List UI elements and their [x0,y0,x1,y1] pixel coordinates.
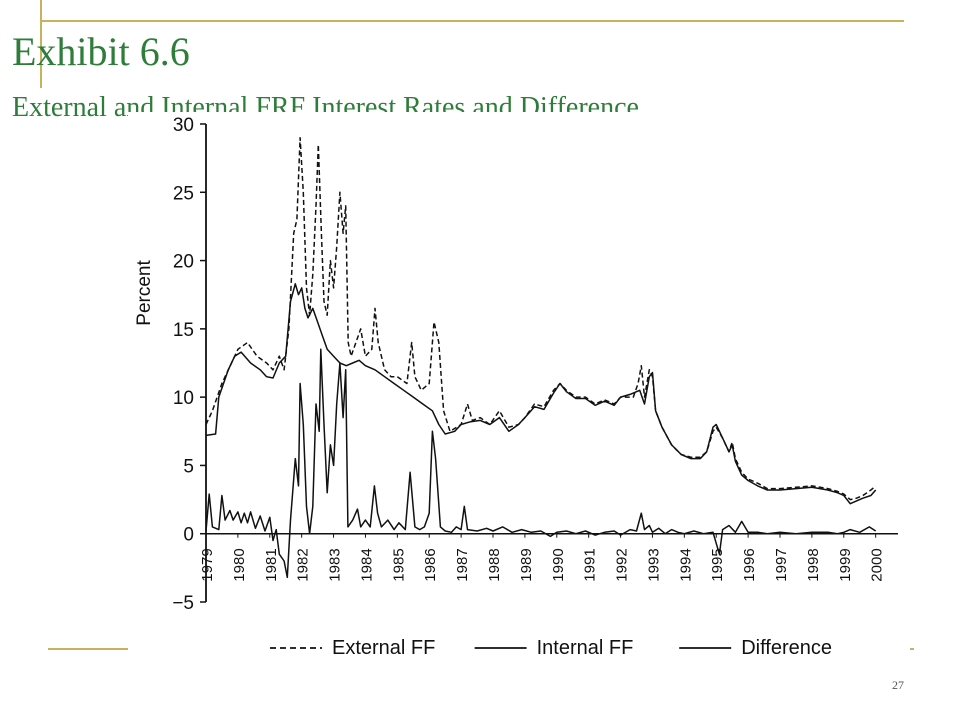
x-tick-label: 1983 [327,548,344,581]
x-tick-label: 1989 [518,548,535,581]
series-line-external-ff [205,136,877,501]
y-tick-label: 5 [183,456,194,477]
x-tick-label: 2000 [869,548,886,581]
x-tick-label: 1984 [358,548,375,581]
x-tick-label: 1982 [295,548,312,581]
x-tick-label: 1985 [390,548,407,581]
x-tick-label: 1979 [199,548,216,581]
y-tick-label: 0 [183,525,194,546]
x-tick-label: 1987 [454,548,471,581]
top-gold-rule [40,20,904,22]
y-tick-label: 20 [173,252,194,273]
x-tick-label: 1986 [422,548,439,581]
y-axis-label: Percent [134,260,155,326]
x-tick-label: 1998 [805,548,822,581]
bottom-gold-rule-left [48,648,128,650]
x-tick-label: 1988 [486,548,503,581]
x-tick-label: 1981 [263,548,280,581]
x-tick-label: 1980 [231,548,248,581]
y-tick-label: 10 [173,388,194,409]
legend-label: External FF [332,637,435,659]
legend-label: Difference [741,637,832,659]
y-tick-label: −5 [172,593,194,614]
x-tick-label: 1999 [837,548,854,581]
series-layer [205,136,877,579]
series-line-internal-ff [205,283,877,505]
axes-layer: 30 25 20 15 10 5 0 −5 Percent 1979 1980 1981 1982 198… [134,115,898,614]
x-tick-label: 1993 [645,548,662,581]
x-tick-label: 1996 [741,548,758,581]
x-tick-label: 1991 [582,548,599,581]
series-line-difference [205,348,877,579]
y-tick-label: 25 [173,183,194,204]
legend-layer: External FF Internal FF Difference [270,637,832,659]
interest-rate-chart: 30 25 20 15 10 5 0 −5 Percent 1979 1980 1981 1982 198… [134,115,898,659]
page-number: 27 [892,678,904,692]
left-gold-rule [40,0,42,88]
y-tick-label: 30 [173,115,194,136]
x-tick-label: 1995 [709,548,726,581]
y-tick-label: 15 [173,320,194,341]
x-tick-label: 1990 [550,548,567,581]
x-tick-label: 1997 [773,548,790,581]
chart-panel: 30 25 20 15 10 5 0 −5 Percent 1979 1980 1981 1982 198… [128,112,910,668]
x-tick-label: 1994 [677,548,694,581]
x-tick-label: 1992 [614,548,631,581]
legend-label: Internal FF [537,637,634,659]
slide-title: Exhibit 6.6 [12,29,190,74]
